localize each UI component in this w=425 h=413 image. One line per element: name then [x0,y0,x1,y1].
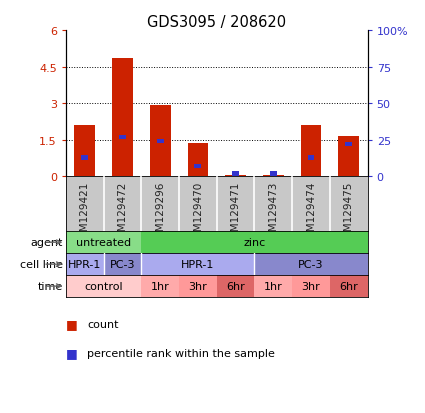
Text: ■: ■ [66,318,78,331]
Text: GSM129470: GSM129470 [193,181,203,244]
Bar [187,143,208,177]
Text: 1hr: 1hr [264,281,283,292]
Text: ■: ■ [66,347,78,360]
Bar [104,254,141,275]
Text: PC-3: PC-3 [110,259,135,270]
Text: control: control [84,281,123,292]
Bar [255,254,368,275]
Text: 3hr: 3hr [302,281,320,292]
Bar [141,232,368,254]
Bar [66,275,141,297]
Text: 1hr: 1hr [151,281,170,292]
Title: GDS3095 / 208620: GDS3095 / 208620 [147,15,286,30]
Bar [270,172,277,176]
Bar [179,275,217,297]
Bar [81,156,88,160]
Text: GSM129473: GSM129473 [268,181,278,244]
Text: count: count [87,319,119,329]
Bar [346,142,352,147]
Text: agent: agent [31,237,63,248]
Bar [195,164,201,169]
Text: time: time [37,281,63,292]
Bar [292,275,330,297]
Bar [119,135,126,140]
Bar [141,254,255,275]
Text: GSM129421: GSM129421 [80,181,90,244]
Bar [308,156,314,160]
Bar [225,176,246,177]
Bar [255,275,292,297]
Text: 6hr: 6hr [340,281,358,292]
Bar [112,59,133,177]
Text: 6hr: 6hr [226,281,245,292]
Text: GSM129472: GSM129472 [117,181,128,244]
Text: zinc: zinc [244,237,266,248]
Bar [74,126,95,177]
Text: PC-3: PC-3 [298,259,324,270]
Text: HPR-1: HPR-1 [181,259,215,270]
Bar [338,137,359,177]
Text: untreated: untreated [76,237,131,248]
Bar [300,126,321,177]
Text: GSM129471: GSM129471 [231,181,241,244]
Bar [141,275,179,297]
Text: GSM129296: GSM129296 [155,181,165,244]
Bar [330,275,368,297]
Bar [263,176,284,177]
Bar [232,172,239,176]
Bar [150,106,170,177]
Text: GSM129474: GSM129474 [306,181,316,244]
Text: HPR-1: HPR-1 [68,259,102,270]
Bar [66,254,104,275]
Text: GSM129475: GSM129475 [344,181,354,244]
Text: percentile rank within the sample: percentile rank within the sample [87,348,275,358]
Bar [217,275,255,297]
Text: 3hr: 3hr [189,281,207,292]
Text: cell line: cell line [20,259,63,270]
Bar [66,232,141,254]
Bar [157,140,164,144]
